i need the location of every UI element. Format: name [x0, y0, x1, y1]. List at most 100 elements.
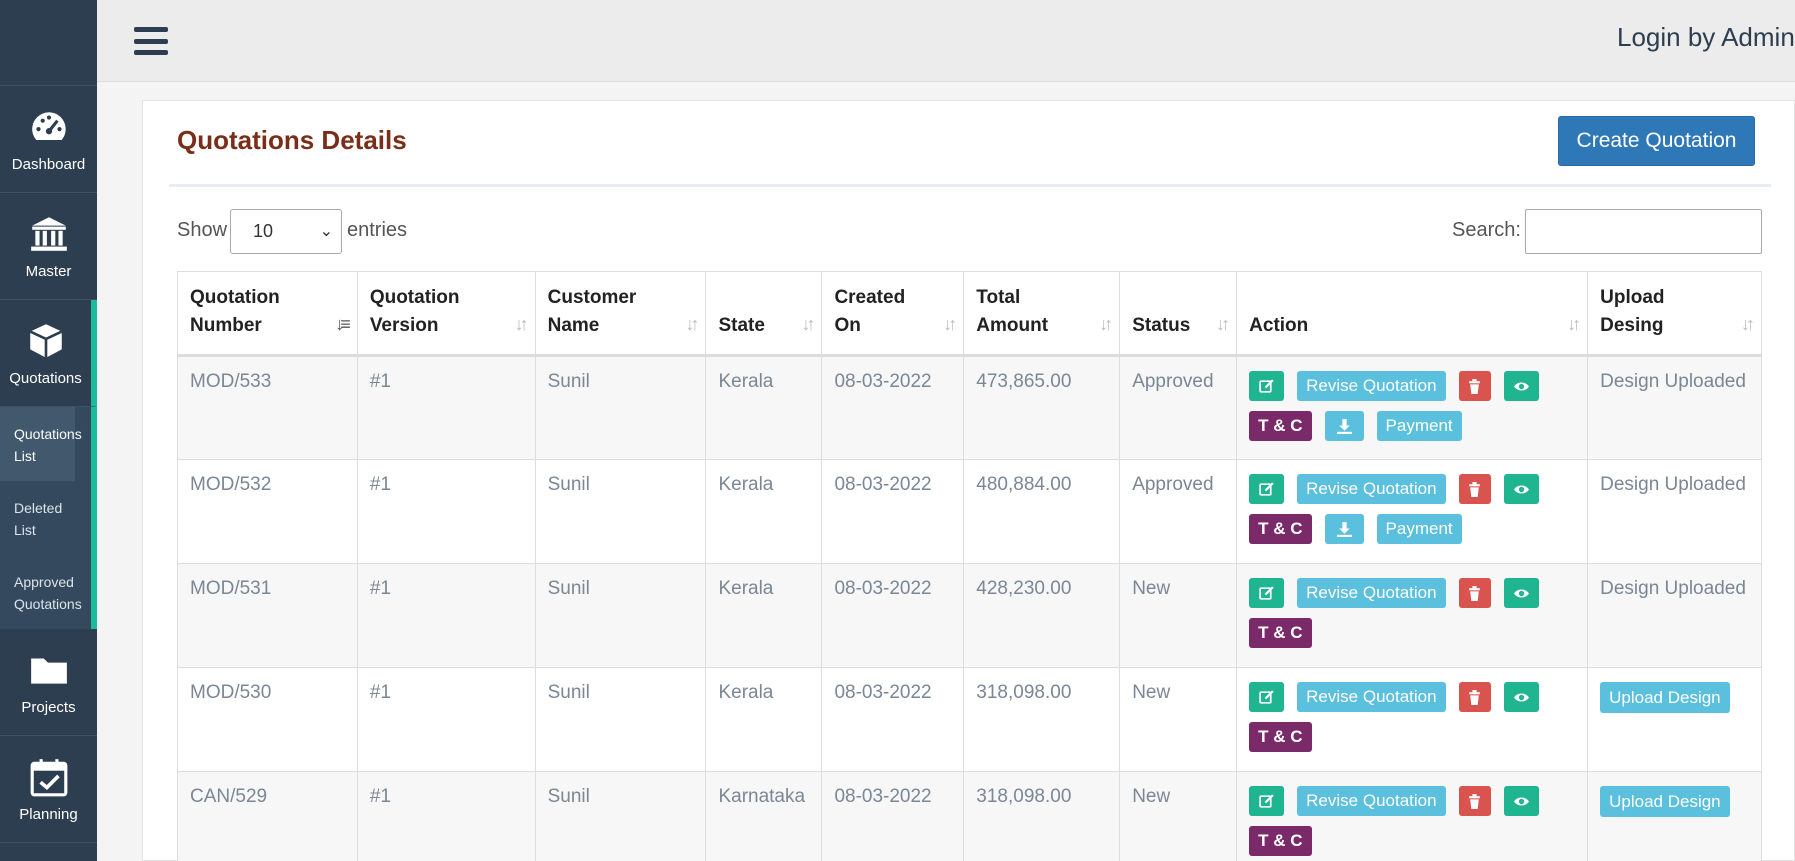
trash-icon[interactable] — [1458, 371, 1491, 401]
chevron-down-icon: ⌄ — [319, 223, 333, 240]
column-header-label: Action — [1249, 315, 1309, 336]
terms-button[interactable]: T & C — [1249, 722, 1312, 752]
column-header[interactable]: State ↓↑ — [705, 271, 823, 357]
cell-number: CAN/529 — [177, 771, 358, 861]
menu-toggle-icon[interactable] — [134, 27, 168, 55]
submenu-approved-quotations[interactable]: Approved Quotations — [14, 574, 82, 612]
sidebar-item-dashboard[interactable]: Dashboard — [0, 86, 97, 193]
sort-icon[interactable]: ↓↑ — [1741, 314, 1755, 334]
upload-design-button[interactable]: Upload Design — [1600, 786, 1730, 817]
sidebar-logo-area — [0, 0, 97, 86]
eye-icon[interactable] — [1503, 474, 1539, 504]
trash-icon[interactable] — [1458, 578, 1491, 608]
trash-icon[interactable] — [1458, 786, 1491, 816]
trash-icon[interactable] — [1458, 474, 1491, 504]
cell-actions: Revise Quotation T & C Payment — [1236, 459, 1589, 564]
column-header[interactable]: Action ↓↑ — [1236, 271, 1589, 357]
cell-upload: Upload Design — [1587, 667, 1762, 772]
cell-status: Approved — [1119, 355, 1238, 460]
cell-state: Kerala — [705, 355, 823, 460]
revise-quotation-button[interactable]: Revise Quotation — [1297, 578, 1446, 608]
sidebar-submenu: Quotations List Deleted List Approved Qu… — [0, 407, 97, 629]
column-header[interactable]: Status ↓↑ — [1119, 271, 1238, 357]
table-row: MOD/531 #1 Sunil Kerala 08-03-2022 428,230.00… — [177, 563, 1762, 668]
submenu-deleted-list[interactable]: Deleted List — [14, 500, 63, 538]
cell-version: #1 — [356, 667, 536, 772]
sort-icon[interactable]: ↓↑ — [801, 314, 815, 334]
login-user-text[interactable]: Login by Admin — [1617, 22, 1795, 52]
column-header[interactable]: Total Amount ↓↑ — [963, 271, 1121, 357]
sort-icon[interactable]: ↓↑ — [685, 314, 699, 334]
sort-desc-icon[interactable]: ↓≡ — [335, 314, 350, 334]
terms-button[interactable]: T & C — [1249, 826, 1312, 856]
revise-quotation-button[interactable]: Revise Quotation — [1297, 682, 1446, 712]
trash-icon[interactable] — [1458, 682, 1491, 712]
eye-icon[interactable] — [1503, 578, 1539, 608]
edit-icon[interactable] — [1249, 682, 1285, 712]
sidebar-item-label: Dashboard — [11, 155, 86, 173]
sort-icon[interactable]: ↓↑ — [1099, 314, 1113, 334]
payment-button[interactable]: Payment — [1376, 411, 1462, 441]
column-header-label: Quotation — [190, 287, 280, 308]
terms-button[interactable]: T & C — [1249, 411, 1312, 441]
column-header-label: Quotation — [369, 287, 460, 308]
terms-button[interactable]: T & C — [1249, 514, 1312, 544]
edit-icon[interactable] — [1249, 474, 1285, 504]
sidebar-item-quotations[interactable]: Quotations — [0, 300, 97, 407]
cell-created: 08-03-2022 — [821, 563, 965, 668]
cell-status: New — [1119, 771, 1238, 861]
edit-icon[interactable] — [1249, 578, 1285, 608]
eye-icon[interactable] — [1503, 682, 1539, 712]
search-input[interactable] — [1525, 209, 1762, 254]
sidebar-item-planning[interactable]: Planning — [0, 736, 97, 843]
table-row: CAN/529 #1 Sunil Karnataka 08-03-2022 318,098… — [177, 771, 1762, 861]
payment-button[interactable]: Payment — [1376, 514, 1462, 544]
divider — [169, 184, 1771, 187]
sidebar-item-label: Master — [25, 262, 72, 280]
entries-value: 10 — [253, 221, 274, 241]
cell-status: New — [1119, 563, 1238, 668]
column-header-label: On — [834, 315, 861, 336]
cell-version: #1 — [356, 355, 536, 460]
column-header[interactable]: Upload Desing ↓↑ — [1587, 271, 1762, 357]
cell-number: MOD/530 — [177, 667, 358, 772]
revise-quotation-button[interactable]: Revise Quotation — [1297, 786, 1446, 816]
revise-quotation-button[interactable]: Revise Quotation — [1297, 474, 1446, 504]
terms-button[interactable]: T & C — [1249, 618, 1312, 648]
sidebar-item-master[interactable]: Master — [0, 193, 97, 300]
download-icon[interactable] — [1324, 514, 1364, 544]
column-header[interactable]: Customer Name ↓↑ — [534, 271, 707, 357]
edit-icon[interactable] — [1249, 371, 1285, 401]
column-header-label: Total — [976, 287, 1021, 308]
action-buttons: Revise Quotation T & C — [1249, 578, 1569, 648]
column-header[interactable]: Quotation Number ↓≡ — [177, 271, 358, 357]
column-header-label: Amount — [976, 315, 1049, 336]
column-header[interactable]: Created On ↓↑ — [821, 271, 965, 357]
revise-quotation-button[interactable]: Revise Quotation — [1297, 371, 1446, 401]
quotations-panel: Quotations Details Create Quotation Show… — [142, 100, 1795, 861]
upload-design-button[interactable]: Upload Design — [1600, 682, 1730, 713]
eye-icon[interactable] — [1503, 786, 1539, 816]
quotations-table: Quotation Number ↓≡ Quotation Version ↓↑ Custo… — [177, 271, 1762, 861]
cell-state: Kerala — [705, 563, 823, 668]
column-header-label: Name — [547, 315, 600, 336]
sort-icon[interactable]: ↓↑ — [514, 314, 529, 334]
submenu-quotations-list[interactable]: Quotations List — [0, 407, 82, 481]
cell-amount: 318,098.00 — [963, 667, 1121, 772]
eye-icon[interactable] — [1503, 371, 1539, 401]
sort-icon[interactable]: ↓↑ — [943, 314, 957, 334]
cell-upload: Design Uploaded — [1587, 355, 1762, 460]
cell-customer: Sunil — [534, 771, 707, 861]
sort-icon[interactable]: ↓↑ — [1567, 314, 1581, 334]
column-header-label: Created — [834, 287, 906, 308]
cell-amount: 428,230.00 — [963, 563, 1121, 668]
column-header[interactable]: Quotation Version ↓↑ — [356, 271, 536, 357]
edit-icon[interactable] — [1249, 786, 1285, 816]
sidebar-item-projects[interactable]: Projects — [0, 629, 97, 736]
download-icon[interactable] — [1324, 411, 1364, 441]
search-label: Search: — [1452, 219, 1521, 241]
entries-select[interactable]: 10 ⌄ — [230, 209, 342, 254]
show-label: Show — [177, 219, 228, 241]
create-quotation-button[interactable]: Create Quotation — [1558, 116, 1755, 166]
sort-icon[interactable]: ↓↑ — [1216, 314, 1230, 334]
